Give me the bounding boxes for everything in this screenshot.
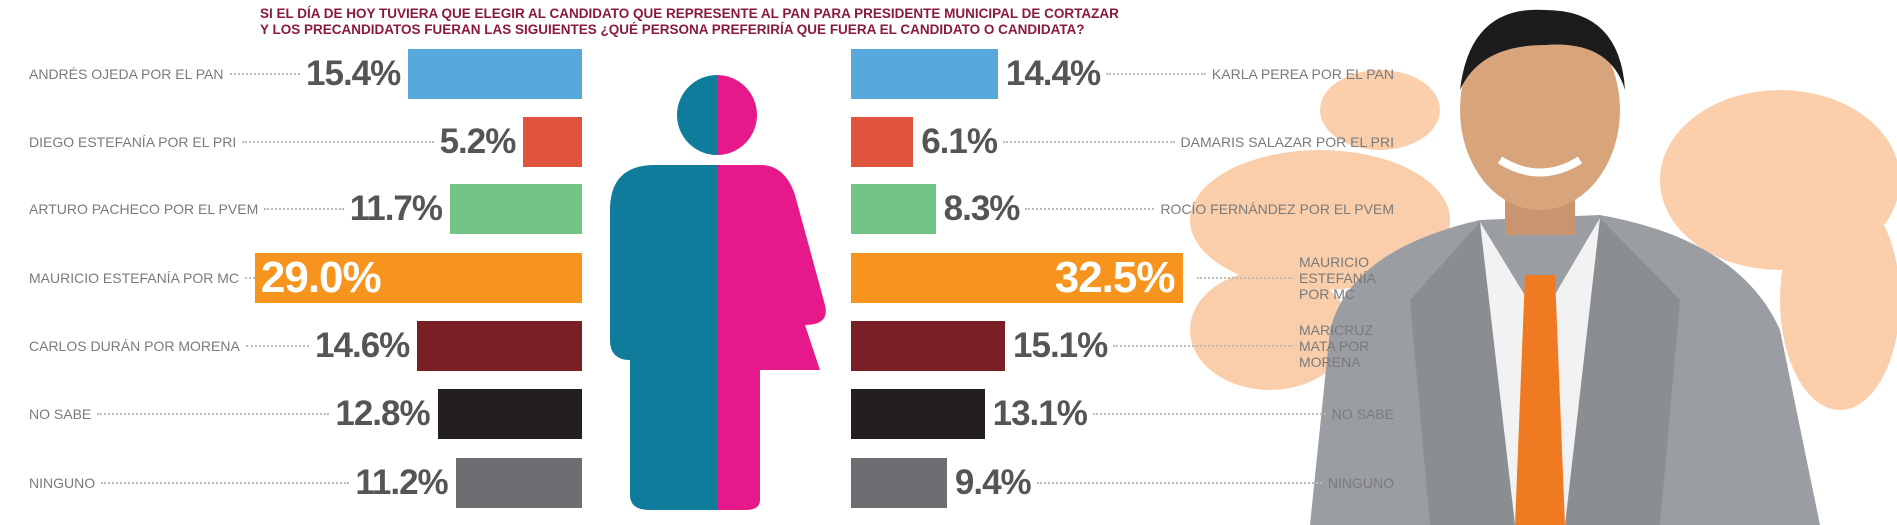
leader bbox=[1025, 208, 1155, 210]
value-label: 11.7% bbox=[349, 189, 443, 228]
row: 13.1% NO SABE bbox=[993, 389, 1394, 439]
leader bbox=[1196, 277, 1293, 279]
leader bbox=[229, 73, 301, 75]
value-label: 32.5% bbox=[1054, 253, 1176, 302]
category-label: NINGUNO bbox=[1327, 475, 1394, 491]
title-line: Y LOS PRECANDIDATOS FUERAN LAS SIGUIENTE… bbox=[260, 22, 1085, 37]
leader bbox=[245, 345, 310, 347]
value-label: 6.1% bbox=[921, 122, 998, 161]
category-label: DIEGO ESTEFANÍA POR EL PRI bbox=[29, 134, 237, 150]
title: SI EL DÍA DE HOY TUVIERA QUE ELEGIR AL C… bbox=[260, 6, 1160, 38]
bar bbox=[417, 321, 582, 371]
row: ARTURO PACHECO POR EL PVEM 11.7% bbox=[29, 184, 443, 234]
row: 14.4% KARLA PEREA POR EL PAN bbox=[1006, 49, 1394, 99]
bar bbox=[851, 321, 1006, 371]
gender-icon bbox=[610, 75, 826, 510]
bar bbox=[851, 253, 1183, 303]
bar bbox=[455, 458, 582, 508]
title-line: SI EL DÍA DE HOY TUVIERA QUE ELEGIR AL C… bbox=[260, 6, 1119, 21]
category-label: MAURICIO ESTEFANÍA POR MC bbox=[1299, 254, 1376, 302]
bar bbox=[450, 184, 582, 234]
category-label: ANDRÉS OJEDA POR EL PAN bbox=[29, 66, 224, 82]
row: NINGUNO 11.2% bbox=[29, 458, 449, 508]
leader bbox=[1036, 482, 1322, 484]
value-label: 14.6% bbox=[315, 326, 410, 365]
bar bbox=[851, 184, 936, 234]
row: 6.1% DAMARIS SALAZAR POR EL PRI bbox=[921, 117, 1394, 167]
leader bbox=[101, 482, 350, 484]
row: ANDRÉS OJEDA POR EL PAN 15.4% bbox=[29, 49, 401, 99]
leader bbox=[1003, 141, 1175, 143]
leader bbox=[1106, 73, 1206, 75]
value-label: 13.1% bbox=[992, 394, 1088, 433]
category-label: KARLA PEREA POR EL PAN bbox=[1211, 66, 1394, 82]
row: DIEGO ESTEFANÍA POR EL PRI 5.2% bbox=[29, 117, 517, 167]
category-label: NO SABE bbox=[1331, 406, 1394, 422]
value-label: 14.4% bbox=[1005, 54, 1101, 93]
row: CARLOS DURÁN POR MORENA 14.6% bbox=[29, 321, 410, 371]
leader bbox=[242, 141, 434, 143]
value-label: 15.1% bbox=[1013, 326, 1108, 365]
row: MAURICIO ESTEFANÍA POR MC bbox=[29, 253, 256, 303]
value-label: 9.4% bbox=[954, 463, 1032, 502]
bar bbox=[851, 117, 914, 167]
category-label: DAMARIS SALAZAR POR EL PRI bbox=[1180, 134, 1394, 150]
category-label: CARLOS DURÁN POR MORENA bbox=[29, 338, 240, 354]
bar bbox=[523, 117, 582, 167]
bar bbox=[851, 389, 985, 439]
leader bbox=[1092, 413, 1326, 415]
bar bbox=[851, 458, 947, 508]
category-label: MARICRUZ MATA POR MORENA bbox=[1298, 322, 1373, 370]
row: 15.1% MARICRUZ MATA POR MORENA bbox=[1013, 321, 1394, 371]
value-label: 15.4% bbox=[306, 54, 401, 93]
bar bbox=[851, 49, 998, 99]
bar bbox=[254, 253, 582, 303]
value-label: 29.0% bbox=[260, 253, 382, 302]
row: 9.4% NINGUNO bbox=[955, 458, 1394, 508]
row: MAURICIO ESTEFANÍA POR MC bbox=[1191, 253, 1395, 303]
category-label: ROCÍO FERNÁNDEZ POR EL PVEM bbox=[1160, 201, 1394, 217]
leader bbox=[1113, 345, 1293, 347]
bar bbox=[437, 389, 582, 439]
row: NO SABE 12.8% bbox=[29, 389, 431, 439]
category-label: NINGUNO bbox=[29, 475, 96, 491]
category-label: MAURICIO ESTEFANÍA POR MC bbox=[29, 270, 240, 286]
leader bbox=[97, 413, 330, 415]
value-label: 12.8% bbox=[335, 394, 430, 433]
value-label: 11.2% bbox=[355, 463, 448, 502]
category-label: ARTURO PACHECO POR EL PVEM bbox=[29, 201, 259, 217]
bar bbox=[408, 49, 582, 99]
row: 8.3% ROCÍO FERNÁNDEZ POR EL PVEM bbox=[944, 184, 1394, 234]
category-label: NO SABE bbox=[29, 406, 92, 422]
value-label: 8.3% bbox=[943, 189, 1021, 228]
value-label: 5.2% bbox=[439, 122, 517, 161]
leader bbox=[264, 208, 344, 210]
leader bbox=[245, 277, 256, 279]
photo bbox=[1190, 9, 1897, 525]
